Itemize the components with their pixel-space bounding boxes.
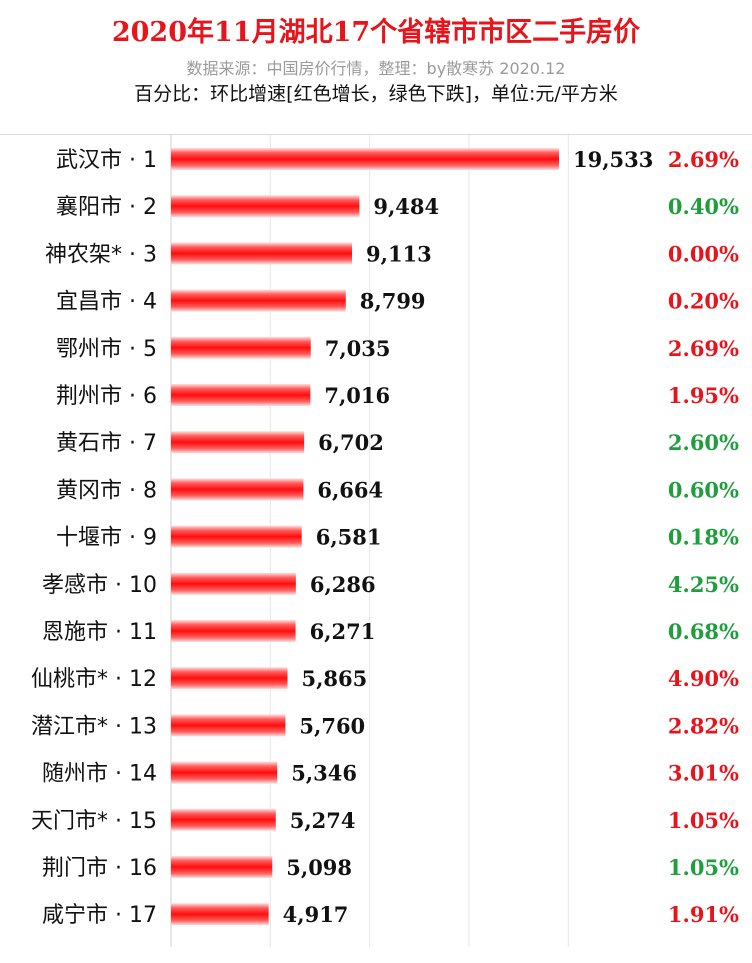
value-label: 5,760	[299, 713, 365, 738]
change-label: 2.69%	[668, 147, 739, 172]
bar	[171, 525, 302, 548]
value-label: 19,533	[573, 147, 653, 172]
value-label: 7,035	[325, 336, 391, 361]
category-label: 咸宁市 · 17	[42, 903, 157, 928]
category-label: 黄冈市 · 8	[56, 478, 157, 503]
change-label: 1.05%	[668, 855, 739, 880]
bar	[171, 714, 286, 737]
chart-subtitle: 数据来源：中国房价行情，整理：by散寒苏 2020.12	[186, 59, 566, 78]
category-label: 潜江市* · 13	[31, 714, 157, 739]
bar	[171, 384, 311, 406]
value-label: 7,016	[324, 383, 390, 408]
value-label: 5,098	[286, 855, 352, 880]
bar-chart: 武汉市 · 1 19,533 2.69% 襄阳市 · 2 9,484 0.40% 神农架* …	[31, 135, 739, 947]
bar	[171, 667, 288, 690]
change-label: 2.69%	[668, 336, 739, 361]
category-label: 十堰市 · 9	[56, 526, 157, 551]
value-label: 5,865	[302, 666, 368, 691]
category-label: 神农架* · 3	[45, 242, 157, 267]
change-label: 1.91%	[668, 902, 739, 927]
bar	[171, 336, 311, 359]
bar	[171, 620, 296, 642]
bar	[171, 903, 269, 926]
bar	[171, 431, 305, 454]
value-label: 8,799	[360, 289, 426, 314]
change-label: 0.18%	[668, 525, 739, 550]
category-label: 鄂州市 · 5	[56, 337, 157, 362]
bar	[171, 572, 296, 595]
category-label: 随州市 · 14	[42, 762, 157, 787]
value-label: 5,346	[291, 761, 357, 786]
category-label: 荆州市 · 6	[56, 384, 157, 409]
category-label: 武汉市 · 1	[56, 148, 157, 173]
category-label: 黄石市 · 7	[56, 431, 157, 456]
category-label: 天门市* · 15	[31, 809, 157, 834]
bar	[171, 242, 353, 265]
change-label: 3.01%	[668, 761, 739, 786]
change-label: 0.68%	[668, 619, 739, 644]
category-label: 恩施市 · 11	[42, 620, 157, 645]
value-label: 6,286	[310, 572, 376, 597]
category-label: 孝感市 · 10	[42, 573, 157, 598]
chart-note: 百分比：环比增速[红色增长，绿色下跌]，单位:元/平方米	[134, 83, 618, 105]
value-label: 5,274	[290, 808, 356, 833]
change-label: 0.60%	[668, 477, 739, 502]
value-label: 4,917	[283, 902, 349, 927]
value-label: 6,271	[310, 619, 376, 644]
change-label: 0.20%	[668, 289, 739, 314]
bar	[171, 856, 273, 878]
value-label: 6,581	[316, 525, 382, 550]
category-label: 仙桃市* · 12	[31, 667, 157, 692]
bar	[171, 808, 276, 831]
category-label: 荆门市 · 16	[42, 856, 157, 881]
chart-title: 2020年11月湖北17个省辖市市区二手房价	[111, 17, 641, 48]
value-label: 6,664	[317, 477, 383, 502]
change-label: 4.25%	[668, 572, 739, 597]
change-label: 2.60%	[668, 430, 739, 455]
change-label: 0.00%	[668, 241, 739, 266]
category-label: 襄阳市 · 2	[56, 195, 157, 220]
bar	[171, 148, 559, 170]
plot-area: 武汉市 · 1 19,533 2.69% 襄阳市 · 2 9,484 0.40% 神农架* …	[0, 134, 752, 947]
change-label: 4.90%	[668, 666, 739, 691]
category-label: 宜昌市 · 4	[56, 290, 157, 315]
bar	[171, 289, 346, 312]
change-label: 1.95%	[668, 383, 739, 408]
value-label: 9,484	[373, 194, 439, 219]
change-label: 0.40%	[668, 194, 739, 219]
change-label: 1.05%	[668, 808, 739, 833]
bar	[171, 478, 304, 501]
value-label: 9,113	[366, 241, 432, 266]
bar	[171, 195, 360, 218]
value-label: 6,702	[318, 430, 384, 455]
change-label: 2.82%	[668, 713, 739, 738]
bar	[171, 761, 278, 784]
